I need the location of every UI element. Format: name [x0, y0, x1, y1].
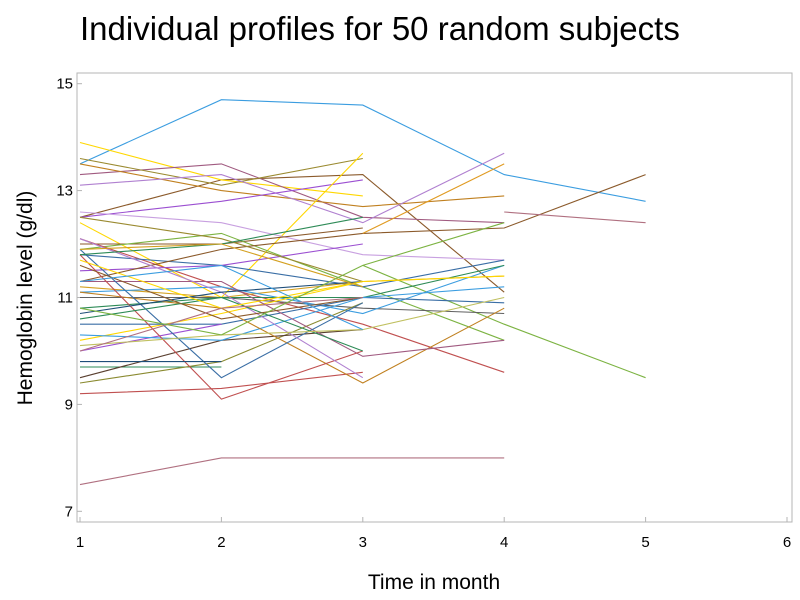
subject-profile-line-10 [79, 152, 505, 224]
subject-profile-line-6 [79, 141, 363, 197]
subject-profile-line-42 [79, 296, 505, 347]
subject-profile-line-50 [79, 222, 505, 336]
x-tick-label: 2 [217, 534, 225, 551]
y-tick-label: 9 [65, 396, 73, 413]
subject-profile-line-3 [362, 174, 646, 234]
subject-profile-line-48 [79, 243, 363, 288]
y-axis-label: Hemoglobin level (g/dl) [14, 191, 37, 406]
subject-profile-line-1 [79, 99, 646, 202]
subject-profile-line-25 [80, 296, 505, 325]
y-tick-label: 7 [65, 503, 73, 520]
subject-profile-line-15 [80, 227, 363, 245]
x-axis-label: Time in month [368, 571, 500, 594]
subject-profile-line-33 [80, 280, 505, 357]
x-tick-label: 5 [641, 534, 649, 551]
subject-profile-line-36 [79, 248, 364, 379]
x-tick-label: 3 [359, 534, 367, 551]
subject-profile-line-43 [79, 264, 363, 320]
subject-profile-line-5 [362, 264, 646, 379]
subject-profile-line-18 [79, 254, 505, 288]
subject-profile-line-32 [79, 291, 505, 384]
subject-profile-line-28 [79, 371, 363, 395]
y-tick-label: 11 [57, 290, 73, 307]
y-tick-label: 15 [56, 76, 73, 93]
subject-profile-line-14 [79, 211, 505, 261]
y-tick-label: 13 [56, 183, 73, 200]
chart-title: Individual profiles for 50 random subjec… [80, 10, 680, 47]
subject-profile-line-2 [79, 174, 505, 293]
x-tick-label: 6 [783, 534, 791, 551]
subject-profile-line-7 [79, 163, 505, 224]
axis-ticks: 1 2 3 4 5 6 7 9 11 13 15 [56, 76, 791, 551]
subject-profile-line-17 [79, 238, 505, 373]
subject-profile-line-39 [79, 296, 363, 352]
subject-profile-line-45 [79, 264, 364, 331]
x-tick-label: 1 [76, 534, 84, 551]
subject-profile-line-4 [504, 211, 646, 224]
subject-profile-line-34 [79, 457, 505, 486]
subject-profile-line-41 [79, 216, 363, 283]
subject-profile-line-35 [79, 232, 363, 283]
x-tick-label: 4 [500, 534, 508, 551]
subject-profile-line-37 [79, 254, 363, 400]
subject-profile-line-12 [362, 163, 505, 234]
subject-profile-line-40 [79, 280, 363, 315]
subject-profile-lines [79, 99, 646, 486]
subject-profile-line-49 [79, 296, 363, 352]
subject-profile-line-8 [79, 157, 363, 186]
subject-profile-line-11 [79, 179, 363, 218]
